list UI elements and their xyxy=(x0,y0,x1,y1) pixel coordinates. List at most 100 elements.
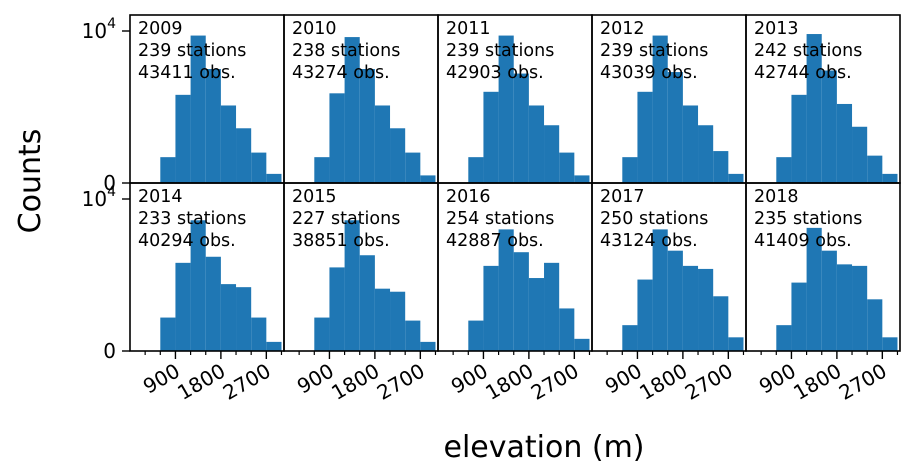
panel-stations-label: 239 stations xyxy=(138,41,246,61)
panel-stations-label: 239 stations xyxy=(600,41,708,61)
bar xyxy=(713,151,729,183)
bar xyxy=(420,175,436,183)
panel-stations-label: 233 stations xyxy=(138,209,246,229)
bar xyxy=(374,105,391,183)
bar xyxy=(220,105,237,183)
bar xyxy=(420,341,436,351)
panel-year-label: 2017 xyxy=(600,187,645,207)
bar xyxy=(821,70,837,183)
panel-stations-label: 239 stations xyxy=(446,41,554,61)
panel-frame xyxy=(745,182,901,352)
bar xyxy=(622,157,638,183)
bar xyxy=(344,220,360,351)
bar xyxy=(220,284,237,351)
bar xyxy=(205,256,221,351)
panel-obs-label: 40294 obs. xyxy=(138,231,236,251)
panel-obs-label: 43274 obs. xyxy=(292,63,390,83)
bar xyxy=(698,125,714,183)
bar xyxy=(728,337,744,351)
panel-year-label: 2012 xyxy=(600,19,645,39)
panel-year-label: 2018 xyxy=(754,187,799,207)
x-axis-label: elevation (m) xyxy=(443,430,644,464)
y-axis-label: Counts xyxy=(13,129,48,234)
panel-year-label: 2011 xyxy=(446,19,491,39)
bar xyxy=(622,325,638,351)
bar xyxy=(390,291,406,351)
bar xyxy=(329,93,345,183)
bar xyxy=(175,94,191,183)
bar xyxy=(544,262,560,351)
panel-stations-label: 235 stations xyxy=(754,209,862,229)
bar xyxy=(329,267,345,351)
bar xyxy=(713,296,729,351)
panel-obs-label: 43039 obs. xyxy=(600,63,698,83)
bar xyxy=(836,264,853,351)
bar xyxy=(236,287,252,351)
panel-obs-label: 43124 obs. xyxy=(600,231,698,251)
bar xyxy=(405,320,421,351)
x-tick-label: 2700 xyxy=(681,359,737,405)
bar xyxy=(513,73,529,183)
bar xyxy=(852,265,868,351)
bar xyxy=(882,173,898,183)
bar xyxy=(468,157,484,183)
y-tick-label: 0 xyxy=(103,171,116,195)
bar xyxy=(175,262,191,351)
panel-year-label: 2010 xyxy=(292,19,337,39)
bar xyxy=(867,155,883,183)
bar xyxy=(498,35,514,184)
bar xyxy=(867,299,883,351)
bar xyxy=(513,252,529,351)
panel-stations-label: 227 stations xyxy=(292,209,400,229)
bar xyxy=(836,103,853,183)
x-tick-label: 2700 xyxy=(835,359,891,405)
bar xyxy=(374,288,391,351)
bar xyxy=(852,126,868,183)
bar xyxy=(559,308,575,351)
bar xyxy=(806,34,822,183)
panel-year-label: 2015 xyxy=(292,187,337,207)
bar xyxy=(359,69,375,183)
bar xyxy=(205,69,221,183)
panel-year-label: 2016 xyxy=(446,187,491,207)
bar xyxy=(390,128,406,183)
bar xyxy=(160,157,176,183)
bar xyxy=(528,278,545,351)
bar xyxy=(574,175,590,183)
panel-year-label: 2009 xyxy=(138,19,183,39)
panel-obs-label: 38851 obs. xyxy=(292,231,390,251)
bar xyxy=(821,250,837,351)
bar xyxy=(236,128,252,183)
bar xyxy=(266,341,282,351)
bar xyxy=(344,37,360,183)
bar xyxy=(190,35,206,184)
bar xyxy=(359,255,375,351)
bar xyxy=(160,317,176,351)
bar xyxy=(652,229,668,351)
bar xyxy=(528,105,545,183)
bar xyxy=(483,265,499,351)
bar xyxy=(682,105,699,183)
panel-year-label: 2013 xyxy=(754,19,799,39)
bar xyxy=(776,325,792,351)
bar xyxy=(251,317,267,351)
y-tick-label: 0 xyxy=(103,339,116,363)
bar xyxy=(190,220,206,351)
y-tick-label: 104 xyxy=(82,16,116,43)
panel-stations-label: 242 stations xyxy=(754,41,862,61)
x-tick-label: 2700 xyxy=(219,359,275,405)
bar xyxy=(806,227,822,351)
bar xyxy=(251,152,267,183)
bar xyxy=(652,35,668,184)
bar xyxy=(498,229,514,351)
